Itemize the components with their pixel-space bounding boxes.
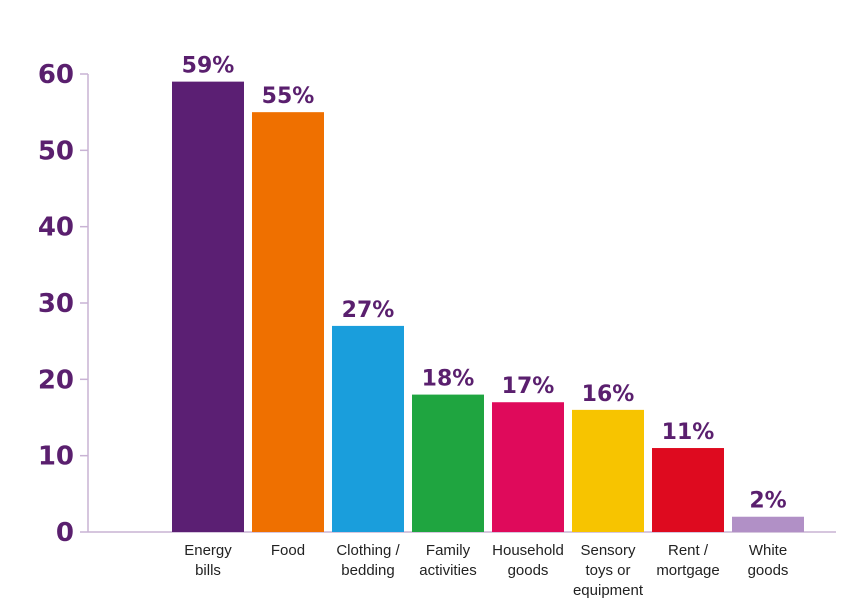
- bar: [252, 112, 324, 533]
- bar-value-label: 2%: [749, 489, 786, 514]
- bar-value-label: 11%: [662, 420, 715, 445]
- category-label-line: White: [749, 542, 787, 559]
- category-label: Food: [271, 542, 305, 559]
- category-label-line: Sensory: [580, 542, 636, 559]
- y-tick-label: 50: [38, 136, 74, 166]
- bar: [332, 325, 404, 532]
- y-tick-label: 10: [38, 442, 74, 472]
- category-label: Sensory toys or equipment: [573, 542, 644, 599]
- category-label-line: Clothing /: [336, 542, 400, 559]
- bar: [412, 394, 484, 532]
- category-label: Family activities: [419, 542, 477, 579]
- bar: [572, 409, 644, 532]
- category-label-line: goods: [748, 562, 789, 579]
- y-tick-label: 0: [56, 518, 74, 548]
- y-tick-label: 60: [38, 60, 74, 90]
- value-labels: 59% 55% 27% 18% 17% 16% 11% 2%: [182, 54, 787, 514]
- bar: [492, 402, 564, 532]
- category-label-line: goods: [508, 562, 549, 579]
- category-label: White goods: [748, 542, 789, 579]
- bar-value-label: 16%: [582, 382, 635, 407]
- category-label-line: equipment: [573, 582, 644, 599]
- category-label-line: Family: [426, 542, 471, 559]
- bar: [172, 81, 244, 532]
- bars: [172, 81, 804, 533]
- y-tick-label: 20: [38, 365, 74, 395]
- category-label: Rent / mortgage: [656, 542, 719, 579]
- category-label-line: activities: [419, 562, 477, 579]
- category-label: Household goods: [492, 542, 564, 579]
- category-label: Clothing / bedding: [336, 542, 400, 579]
- y-tick-label: 30: [38, 289, 74, 319]
- category-label-line: Food: [271, 542, 305, 559]
- category-label: Energy bills: [184, 542, 232, 579]
- x-axis-labels: Energy bills Food Clothing / bedding Family ac…: [184, 542, 788, 599]
- y-tick-label: 40: [38, 213, 74, 243]
- bar-value-label: 55%: [262, 84, 315, 109]
- category-label-line: Household: [492, 542, 564, 559]
- category-label-line: Rent /: [668, 542, 709, 559]
- category-label-line: toys or: [585, 562, 630, 579]
- category-label-line: Energy: [184, 542, 232, 559]
- bar-value-label: 27%: [342, 298, 395, 323]
- category-label-line: bills: [195, 562, 221, 579]
- category-label-line: mortgage: [656, 562, 719, 579]
- bar-value-label: 59%: [182, 54, 235, 79]
- y-axis-ticks: 0 10 20 30 40 50 60: [38, 60, 88, 548]
- bar: [732, 516, 804, 532]
- bar-value-label: 18%: [422, 367, 475, 392]
- bar-value-label: 17%: [502, 374, 555, 399]
- bar: [652, 448, 724, 532]
- category-label-line: bedding: [341, 562, 394, 579]
